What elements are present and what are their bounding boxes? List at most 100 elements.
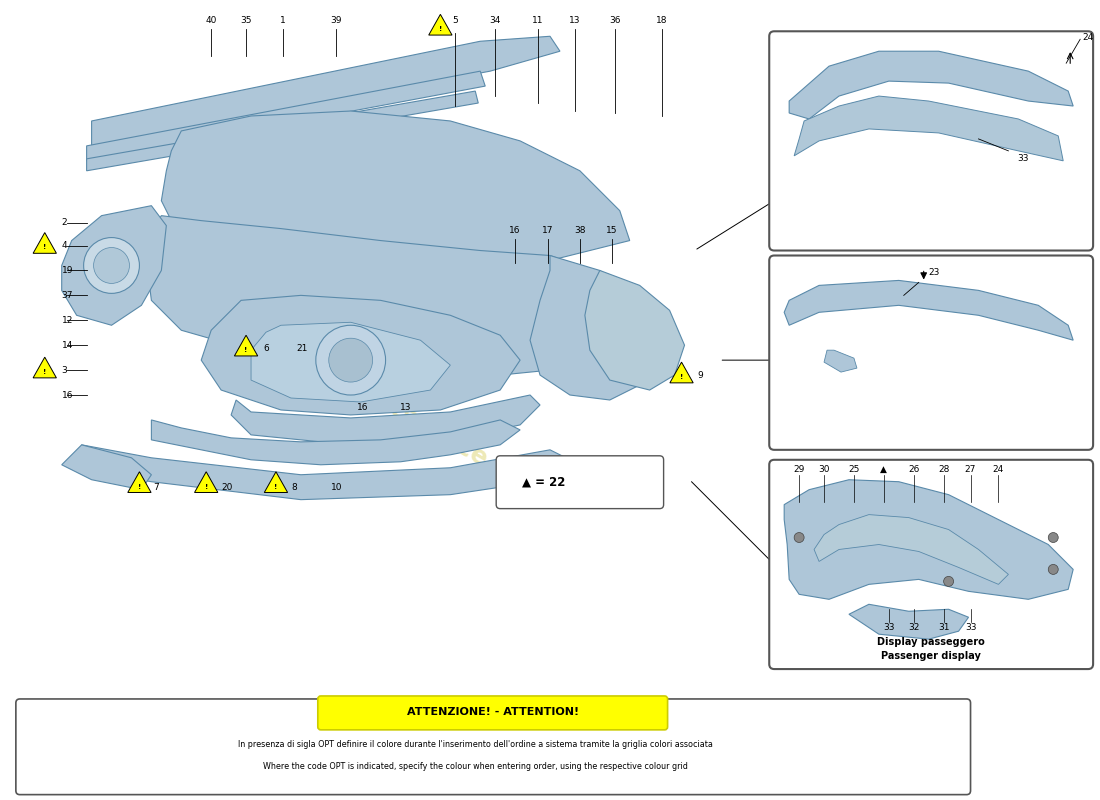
Text: Display passeggero: Display passeggero [877, 637, 984, 647]
Text: 15: 15 [606, 226, 617, 234]
Text: 23: 23 [928, 268, 939, 277]
Text: !: ! [244, 347, 248, 353]
Text: 24: 24 [1082, 33, 1093, 42]
Text: 3: 3 [62, 366, 67, 374]
Text: 16: 16 [62, 390, 74, 399]
Polygon shape [87, 71, 485, 161]
Text: !: ! [138, 484, 141, 490]
Text: 31: 31 [938, 622, 949, 632]
Polygon shape [162, 111, 629, 261]
FancyBboxPatch shape [15, 699, 970, 794]
Polygon shape [33, 233, 56, 254]
Text: 38: 38 [574, 226, 585, 234]
Text: 36: 36 [609, 16, 620, 26]
Polygon shape [251, 322, 450, 402]
Polygon shape [814, 514, 1009, 584]
Text: 16: 16 [356, 403, 369, 413]
Text: 29: 29 [793, 466, 805, 474]
Polygon shape [784, 480, 1074, 599]
Text: 37: 37 [62, 291, 74, 300]
Text: 32: 32 [908, 622, 920, 632]
Polygon shape [264, 472, 287, 493]
Polygon shape [152, 420, 520, 465]
Text: 40: 40 [206, 16, 217, 26]
Text: ▲: ▲ [880, 466, 888, 474]
Polygon shape [201, 295, 520, 415]
Text: europ: europ [202, 256, 440, 325]
Text: 7: 7 [153, 483, 159, 492]
FancyBboxPatch shape [318, 696, 668, 730]
Polygon shape [670, 362, 693, 383]
Text: Where the code OPT is indicated, specify the colour when entering order, using t: Where the code OPT is indicated, specify… [263, 762, 688, 771]
Text: 17: 17 [542, 226, 553, 234]
FancyBboxPatch shape [769, 31, 1093, 250]
Circle shape [329, 338, 373, 382]
Text: 2: 2 [62, 218, 67, 227]
Polygon shape [195, 472, 218, 493]
Text: !: ! [439, 26, 442, 32]
Text: !: ! [274, 484, 277, 490]
Text: 33: 33 [965, 622, 977, 632]
Polygon shape [784, 281, 1074, 340]
Polygon shape [824, 350, 857, 372]
Polygon shape [87, 91, 478, 170]
Text: 20: 20 [221, 483, 232, 492]
FancyBboxPatch shape [769, 460, 1093, 669]
Circle shape [316, 326, 386, 395]
Text: 4: 4 [62, 241, 67, 250]
Text: 1: 1 [280, 16, 286, 26]
Polygon shape [231, 395, 540, 445]
Circle shape [944, 576, 954, 586]
Text: 9: 9 [697, 370, 703, 379]
Polygon shape [146, 216, 640, 380]
Text: 28: 28 [938, 466, 949, 474]
Text: ATTENZIONE! - ATTENTION!: ATTENZIONE! - ATTENTION! [407, 707, 579, 717]
Text: ▲ = 22: ▲ = 22 [522, 475, 565, 488]
Text: 24: 24 [993, 466, 1004, 474]
Text: 6: 6 [263, 344, 268, 353]
Text: 16: 16 [509, 226, 521, 234]
Text: 11: 11 [532, 16, 543, 26]
Text: 8: 8 [290, 483, 297, 492]
Text: 27: 27 [965, 466, 976, 474]
Text: 14: 14 [62, 341, 73, 350]
Polygon shape [62, 206, 166, 326]
Text: !: ! [42, 750, 45, 757]
Text: In presenza di sigla OPT definire il colore durante l'inserimento dell'ordine a : In presenza di sigla OPT definire il col… [238, 740, 713, 750]
Polygon shape [32, 739, 55, 759]
Text: 30: 30 [818, 466, 829, 474]
FancyBboxPatch shape [769, 255, 1093, 450]
Text: 34: 34 [490, 16, 500, 26]
Text: !: ! [43, 245, 46, 250]
Circle shape [1048, 533, 1058, 542]
Text: 5: 5 [452, 16, 459, 26]
Text: !: ! [680, 374, 683, 380]
Text: 13: 13 [569, 16, 581, 26]
Circle shape [94, 247, 130, 283]
Text: passion for parts since 1985: passion for parts since 1985 [201, 290, 560, 510]
Text: 19: 19 [62, 266, 74, 275]
Text: 39: 39 [330, 16, 341, 26]
Text: 25: 25 [848, 466, 859, 474]
Circle shape [794, 533, 804, 542]
Text: 12: 12 [62, 316, 73, 325]
Circle shape [1048, 565, 1058, 574]
Polygon shape [585, 270, 684, 390]
FancyBboxPatch shape [496, 456, 663, 509]
Polygon shape [33, 357, 56, 378]
Polygon shape [91, 36, 560, 146]
Polygon shape [81, 445, 570, 500]
Circle shape [84, 238, 140, 294]
Text: !: ! [43, 369, 46, 375]
Polygon shape [794, 96, 1064, 161]
Polygon shape [234, 335, 257, 356]
Text: 33: 33 [1018, 154, 1030, 163]
Polygon shape [530, 255, 660, 400]
Text: 18: 18 [656, 16, 668, 26]
Text: 21: 21 [296, 344, 307, 353]
Text: 10: 10 [331, 483, 342, 492]
Text: 26: 26 [908, 466, 920, 474]
Polygon shape [789, 51, 1074, 119]
Polygon shape [128, 472, 151, 493]
Polygon shape [429, 14, 452, 35]
